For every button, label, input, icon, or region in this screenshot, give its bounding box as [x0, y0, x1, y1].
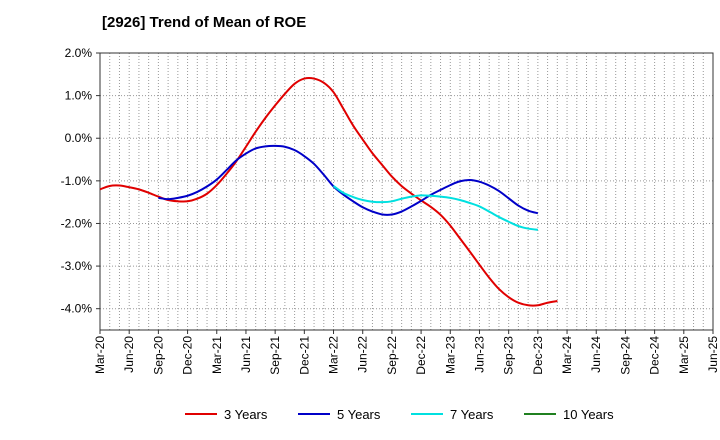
y-tick-label: 2.0% — [65, 46, 93, 60]
legend-label: 3 Years — [224, 407, 268, 422]
x-tick-label: Sep-24 — [618, 336, 632, 375]
series-lines — [99, 76, 558, 307]
x-tick-label: Jun-21 — [239, 336, 253, 373]
x-tick-label: Dec-23 — [531, 336, 545, 375]
x-tick-label: Jun-23 — [472, 336, 486, 373]
x-tick-label: Mar-25 — [677, 336, 691, 374]
legend-label: 5 Years — [337, 407, 381, 422]
x-tick-label: Dec-24 — [648, 336, 662, 375]
legend: 3 Years 5 Years 7 Years 10 Years — [185, 407, 614, 422]
y-tick-label: -1.0% — [61, 174, 93, 188]
x-tick-label: Jun-25 — [706, 336, 720, 373]
x-tick-label: Sep-22 — [385, 336, 399, 375]
x-tick-label: Sep-23 — [502, 336, 516, 375]
y-axis: 2.0% 1.0% 0.0% -1.0% -2.0% -3.0% -4.0% — [61, 46, 100, 316]
series-line-7-years — [332, 185, 538, 231]
x-tick-label: Sep-21 — [268, 336, 282, 375]
y-tick-label: 0.0% — [65, 131, 93, 145]
legend-item-5-years: 5 Years — [298, 407, 381, 422]
chart-title: [2926] Trend of Mean of ROE — [102, 14, 307, 31]
legend-item-3-years: 3 Years — [185, 407, 268, 422]
grid — [100, 52, 714, 330]
x-tick-label: Jun-20 — [122, 336, 136, 373]
x-tick-label: Mar-20 — [93, 336, 107, 374]
legend-item-7-years: 7 Years — [411, 407, 494, 422]
x-tick-label: Dec-22 — [414, 336, 428, 375]
x-tick-label: Dec-21 — [297, 336, 311, 375]
x-tick-label: Sep-20 — [151, 336, 165, 375]
x-tick-label: Dec-20 — [181, 336, 195, 375]
x-tick-label: Jun-24 — [589, 336, 603, 373]
y-tick-label: -3.0% — [61, 259, 93, 273]
y-tick-label: 1.0% — [65, 89, 93, 103]
y-tick-label: -4.0% — [61, 302, 93, 316]
plot-area — [99, 52, 714, 331]
series-line-5-years — [158, 144, 539, 216]
series-line-3-years — [99, 76, 558, 307]
legend-label: 7 Years — [450, 407, 494, 422]
x-tick-label: Mar-22 — [327, 336, 341, 374]
legend-item-10-years: 10 Years — [524, 407, 614, 422]
legend-label: 10 Years — [563, 407, 614, 422]
x-tick-label: Mar-23 — [443, 336, 457, 374]
x-tick-label: Jun-22 — [356, 336, 370, 373]
x-axis: Mar-20 Jun-20 Sep-20 Dec-20 Mar-21 Jun-21 Sep-… — [93, 330, 720, 375]
x-tick-label: Mar-21 — [210, 336, 224, 374]
x-tick-label: Mar-24 — [560, 336, 574, 374]
y-tick-label: -2.0% — [61, 216, 93, 230]
